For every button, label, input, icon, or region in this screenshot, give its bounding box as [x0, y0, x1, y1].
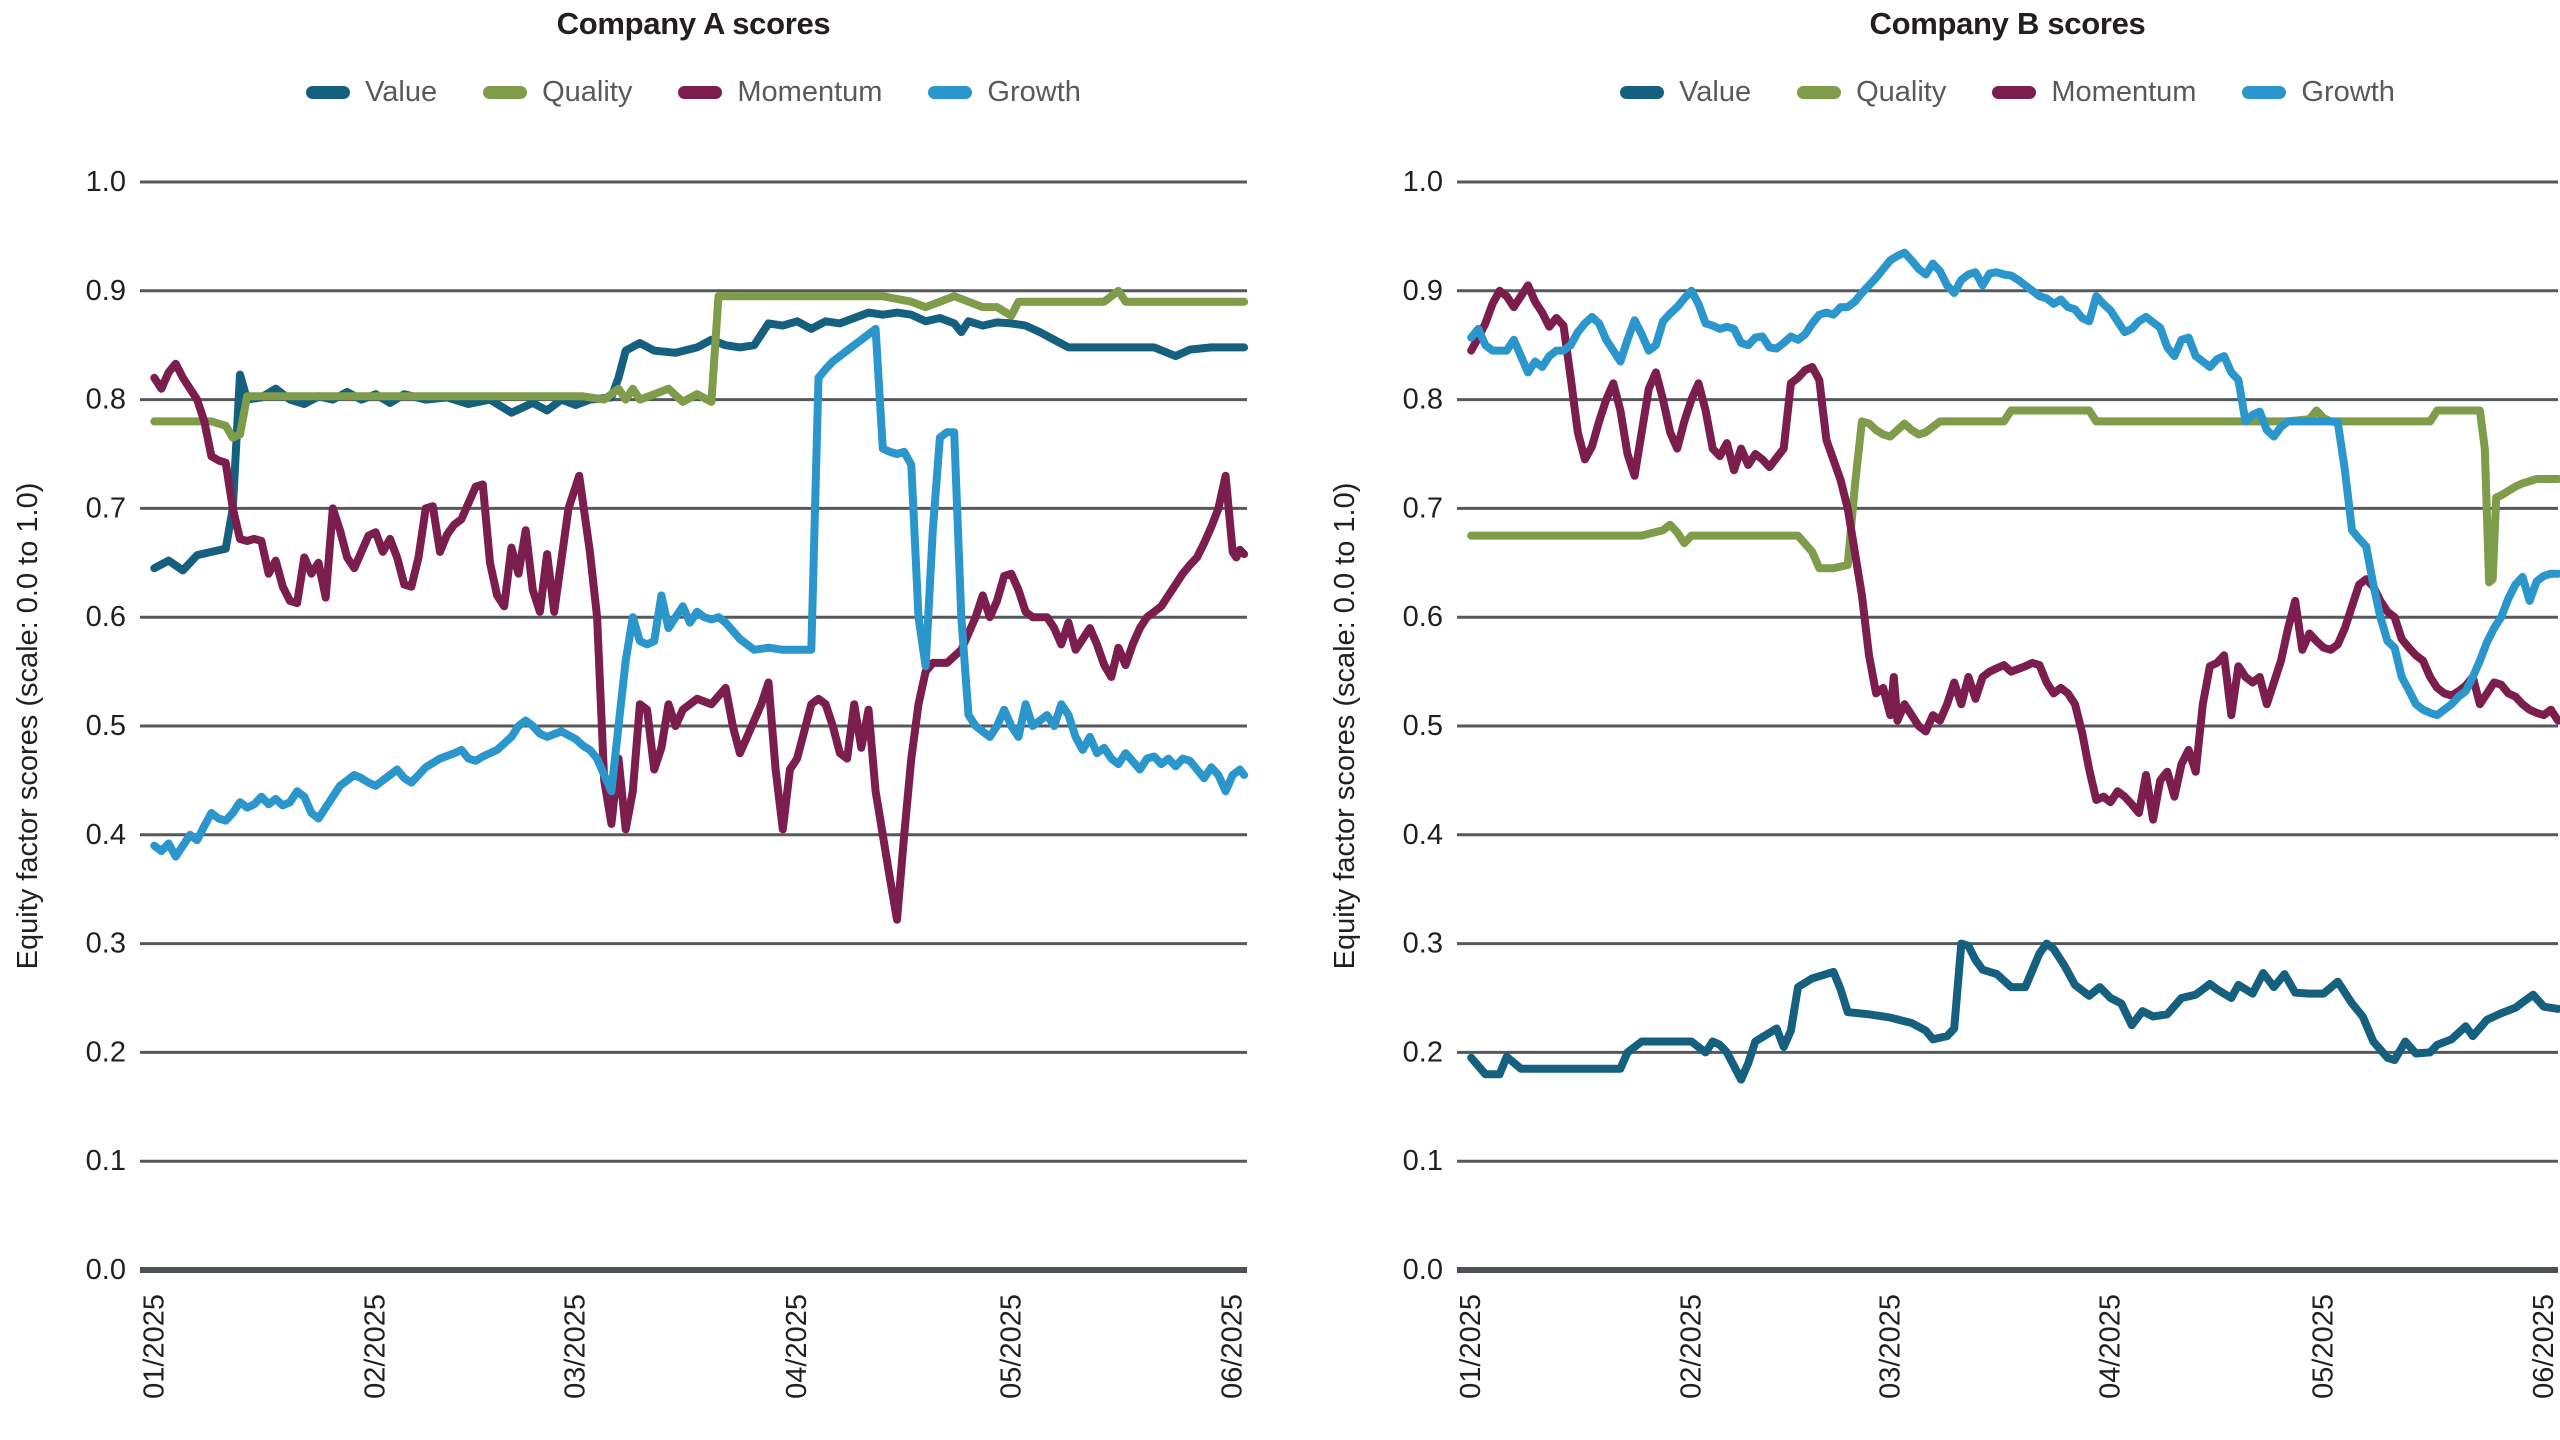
legend-swatch-growth-icon [2242, 86, 2287, 99]
x-tick-label: 06/2025 [2528, 1294, 2560, 1399]
y-tick-label: 0.6 [86, 601, 126, 633]
legend-swatch-quality-icon [1797, 86, 1842, 99]
y-tick-label: 0.9 [86, 275, 126, 307]
legend-label-value: Value [1679, 76, 1752, 108]
legend-item-value: Value [1620, 76, 1751, 109]
y-tick-label: 0.0 [86, 1254, 126, 1286]
series-line-value [1467, 939, 2560, 1084]
legend-item-value: Value [306, 76, 437, 109]
x-tick-label: 02/2025 [360, 1294, 392, 1399]
legend-label-value: Value [365, 76, 438, 108]
series-line-growth [150, 324, 1249, 861]
legend-swatch-momentum-icon [678, 86, 723, 99]
x-tick-label: 05/2025 [995, 1294, 1027, 1399]
chart-title-company-b: Company B scores [1869, 6, 2146, 41]
chart-canvas-company-a: 0.0 0.1 0.2 0.3 0.4 0.5 0.6 0.7 0.8 0.9 1.0 01/2025… [12, 166, 1249, 1399]
legend-company-b: Value Quality Momentum Growth [1457, 76, 2558, 109]
y-tick-label: 0.1 [86, 1145, 126, 1177]
legend-swatch-momentum-icon [1992, 86, 2037, 99]
y-tick-label: 1.0 [86, 166, 126, 198]
y-tick-label: 0.4 [86, 819, 126, 851]
y-tick-label: 0.3 [86, 928, 126, 960]
x-tick-label: 02/2025 [1675, 1294, 1707, 1399]
legend-label-momentum: Momentum [737, 76, 883, 108]
legend-company-a: Value Quality Momentum Growth [140, 76, 1247, 109]
chart-panel-company-a: Company A scores Value Quality Momentum Gro… [12, 6, 1249, 1399]
chart-panel-company-b: Company B scores Value Quality Momentum Gro… [1280, 0, 2560, 1440]
legend-label-momentum: Momentum [2051, 76, 2197, 108]
legend-swatch-value-icon [1620, 86, 1665, 99]
legend-swatch-growth-icon [928, 86, 973, 99]
legend-label-growth: Growth [987, 76, 1081, 108]
x-tick-label: 03/2025 [560, 1294, 592, 1399]
y-tick-label: 0.2 [86, 1036, 126, 1068]
legend-item-momentum: Momentum [1992, 76, 2196, 109]
legend-item-momentum: Momentum [678, 76, 882, 109]
y-tick-label: 0.1 [1403, 1145, 1443, 1177]
y-axis-title: Equity factor scores (scale: 0.0 to 1.0) [1329, 483, 1361, 970]
y-tick-label: 0.5 [86, 710, 126, 742]
y-tick-label: 0.8 [1403, 384, 1443, 416]
series-line-value [150, 308, 1249, 575]
y-tick-label: 0.7 [86, 492, 126, 524]
series-line-quality [1467, 406, 2560, 587]
y-tick-label: 0.2 [1403, 1036, 1443, 1068]
y-tick-label: 0.3 [1403, 928, 1443, 960]
legend-swatch-value-icon [306, 86, 351, 99]
x-tick-label: 06/2025 [1217, 1294, 1249, 1399]
legend-swatch-quality-icon [483, 86, 528, 99]
legend-item-growth: Growth [928, 76, 1081, 109]
y-tick-label: 1.0 [1403, 166, 1443, 198]
y-tick-label: 0.6 [1403, 601, 1443, 633]
y-tick-label: 0.9 [1403, 275, 1443, 307]
legend-label-quality: Quality [1856, 76, 1947, 108]
y-tick-label: 0.5 [1403, 710, 1443, 742]
y-tick-label: 0.8 [86, 384, 126, 416]
x-tick-label: 04/2025 [2094, 1294, 2126, 1399]
series-line-growth [1467, 248, 2560, 720]
y-tick-label: 0.0 [1403, 1254, 1443, 1286]
y-tick-label: 0.7 [1403, 492, 1443, 524]
series-line-quality [150, 286, 1249, 442]
x-tick-label: 01/2025 [138, 1294, 170, 1399]
chart-title-company-a: Company A scores [556, 6, 831, 41]
legend-item-growth: Growth [2242, 76, 2395, 109]
legend-label-quality: Quality [542, 76, 633, 108]
x-tick-label: 01/2025 [1455, 1294, 1487, 1399]
series-line-momentum [1467, 281, 2560, 824]
y-axis-title: Equity factor scores (scale: 0.0 to 1.0) [12, 483, 44, 970]
series-line-momentum [150, 359, 1249, 924]
chart-canvas-company-b: 0.0 0.1 0.2 0.3 0.4 0.5 0.6 0.7 0.8 0.9 1.0 01/2025… [1329, 166, 2560, 1399]
legend-item-quality: Quality [483, 76, 632, 109]
x-tick-label: 05/2025 [2308, 1294, 2340, 1399]
y-tick-label: 0.4 [1403, 819, 1443, 851]
x-tick-label: 04/2025 [781, 1294, 813, 1399]
legend-item-quality: Quality [1797, 76, 1946, 109]
legend-label-growth: Growth [2301, 76, 2395, 108]
x-tick-label: 03/2025 [1874, 1294, 1906, 1399]
